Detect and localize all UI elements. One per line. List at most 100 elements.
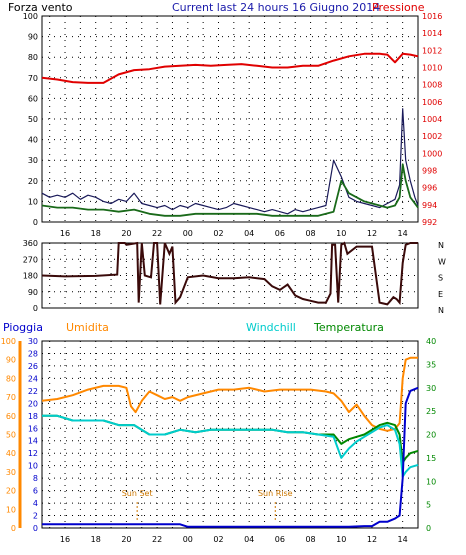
series-direction xyxy=(41,241,418,306)
humidity-ytick-20: 20 xyxy=(6,487,16,496)
temp-ytick-0: 0 xyxy=(426,524,431,533)
direction-ytick-270: 270 xyxy=(23,255,38,264)
rain-ytick-26: 26 xyxy=(28,362,38,371)
humidity-axis-label: Umidita xyxy=(66,321,109,334)
rain-ytick-16: 16 xyxy=(28,424,38,433)
humidity-ytick-90: 90 xyxy=(6,356,16,365)
rain-ytick-4: 4 xyxy=(33,499,38,508)
panel3-xtick-10: 10 xyxy=(336,535,346,544)
panel1-xtick-18: 18 xyxy=(91,229,101,238)
pressure-ytick-1002: 1002 xyxy=(422,132,442,141)
series-vento-medio xyxy=(41,163,419,217)
compass-label-0: N xyxy=(438,306,444,315)
wind-ytick-100: 100 xyxy=(23,12,38,21)
temp-ytick-10: 10 xyxy=(426,477,436,486)
panel1-xtick-14: 14 xyxy=(398,229,408,238)
wind-ytick-80: 80 xyxy=(28,53,38,62)
humidity-ytick-50: 50 xyxy=(6,431,16,440)
panel1-xtick-08: 08 xyxy=(305,229,315,238)
compass-label-3: W xyxy=(438,257,446,266)
pressure-ytick-1004: 1004 xyxy=(422,115,442,124)
panel1-xtick-22: 22 xyxy=(152,229,162,238)
rain-ytick-10: 10 xyxy=(28,462,38,471)
pressure-ytick-1008: 1008 xyxy=(422,81,442,90)
panel3-xtick-08: 08 xyxy=(305,535,315,544)
rain-ytick-28: 28 xyxy=(28,349,38,358)
rain-ytick-30: 30 xyxy=(28,337,38,346)
wind-ytick-60: 60 xyxy=(28,94,38,103)
panel1-frame xyxy=(41,15,419,223)
panel3-xtick-16: 16 xyxy=(60,535,70,544)
temp-ytick-20: 20 xyxy=(426,431,436,440)
rain-ytick-2: 2 xyxy=(33,512,38,521)
direction-ytick-90: 90 xyxy=(28,288,38,297)
compass-label-4: N xyxy=(438,241,444,250)
panel1-xtick-20: 20 xyxy=(121,229,131,238)
rain-ytick-8: 8 xyxy=(33,474,38,483)
wind-direction-panel: 0 N 90 E 180 S 270 W 360 N xyxy=(23,239,446,315)
panel3-xtick-20: 20 xyxy=(121,535,131,544)
pressure-ytick-1010: 1010 xyxy=(422,64,442,73)
wind-ytick-0: 0 xyxy=(33,218,38,227)
panel1-background xyxy=(42,16,418,222)
wind-ytick-70: 70 xyxy=(28,74,38,83)
panel3-xtick-18: 18 xyxy=(91,535,101,544)
panel3-frame xyxy=(41,340,419,529)
compass-label-2: S xyxy=(438,274,443,283)
pressure-ytick-1012: 1012 xyxy=(422,46,442,55)
panel1-xtick-16: 16 xyxy=(60,229,70,238)
panel1-xtick-10: 10 xyxy=(336,229,346,238)
series-pressione xyxy=(41,52,419,84)
temperature-axis-label: Temperatura xyxy=(313,321,384,334)
rain-ytick-0: 0 xyxy=(33,524,38,533)
pressure-axis-label: Pressione xyxy=(372,1,425,14)
panel3-xtick-14: 14 xyxy=(398,535,408,544)
humidity-ytick-80: 80 xyxy=(6,374,16,383)
humidity-ytick-60: 60 xyxy=(6,412,16,421)
pressure-ytick-992: 992 xyxy=(422,218,437,227)
wind-ytick-50: 50 xyxy=(28,115,38,124)
panel1-xtick-12: 12 xyxy=(367,229,377,238)
panel3-xtick-12: 12 xyxy=(367,535,377,544)
rain-ytick-24: 24 xyxy=(28,374,38,383)
humidity-ytick-100: 100 xyxy=(1,337,16,346)
wind-ytick-20: 20 xyxy=(28,177,38,186)
pressure-ytick-1006: 1006 xyxy=(422,98,442,107)
wind-pressure-panel: 0102030405060708090100992994996998100010… xyxy=(23,12,443,238)
wind-ytick-90: 90 xyxy=(28,33,38,42)
panel1-xtick-02: 02 xyxy=(213,229,223,238)
panel1-xtick-04: 04 xyxy=(244,229,254,238)
humidity-ytick-0: 0 xyxy=(11,524,16,533)
rain-ytick-18: 18 xyxy=(28,412,38,421)
pressure-ytick-1014: 1014 xyxy=(422,29,442,38)
panel3-xtick-00: 00 xyxy=(183,535,193,544)
humidity-ytick-40: 40 xyxy=(6,449,16,458)
wind-axis-label: Forza vento xyxy=(8,1,73,14)
rain-axis-label: Pioggia xyxy=(3,321,43,334)
chart-title: Current last 24 hours 16 Giugno 2014 xyxy=(172,1,380,14)
panel3-xtick-02: 02 xyxy=(213,535,223,544)
temp-ytick-5: 5 xyxy=(426,501,431,510)
humidity-ytick-30: 30 xyxy=(6,468,16,477)
panel3-xtick-22: 22 xyxy=(152,535,162,544)
direction-ytick-0: 0 xyxy=(33,304,38,313)
rain-ytick-22: 22 xyxy=(28,387,38,396)
direction-ytick-180: 180 xyxy=(23,272,38,281)
series-vento xyxy=(41,108,419,215)
pressure-ytick-994: 994 xyxy=(422,201,437,210)
series-windchill xyxy=(42,414,419,478)
pressure-ytick-1016: 1016 xyxy=(422,12,442,21)
panel1-xtick-06: 06 xyxy=(275,229,285,238)
panel3-xtick-06: 06 xyxy=(275,535,285,544)
series-pioggia xyxy=(42,386,419,528)
annotation-sun-set: Sun Set xyxy=(122,489,153,498)
series-umidita xyxy=(41,356,418,432)
temp-ytick-40: 40 xyxy=(426,337,436,346)
humidity-ytick-70: 70 xyxy=(6,393,16,402)
temp-ytick-25: 25 xyxy=(426,407,436,416)
pressure-ytick-998: 998 xyxy=(422,167,437,176)
annotation-sun-rise: Sun Rise xyxy=(258,489,293,498)
wind-ytick-10: 10 xyxy=(28,197,38,206)
rain-ytick-20: 20 xyxy=(28,399,38,408)
